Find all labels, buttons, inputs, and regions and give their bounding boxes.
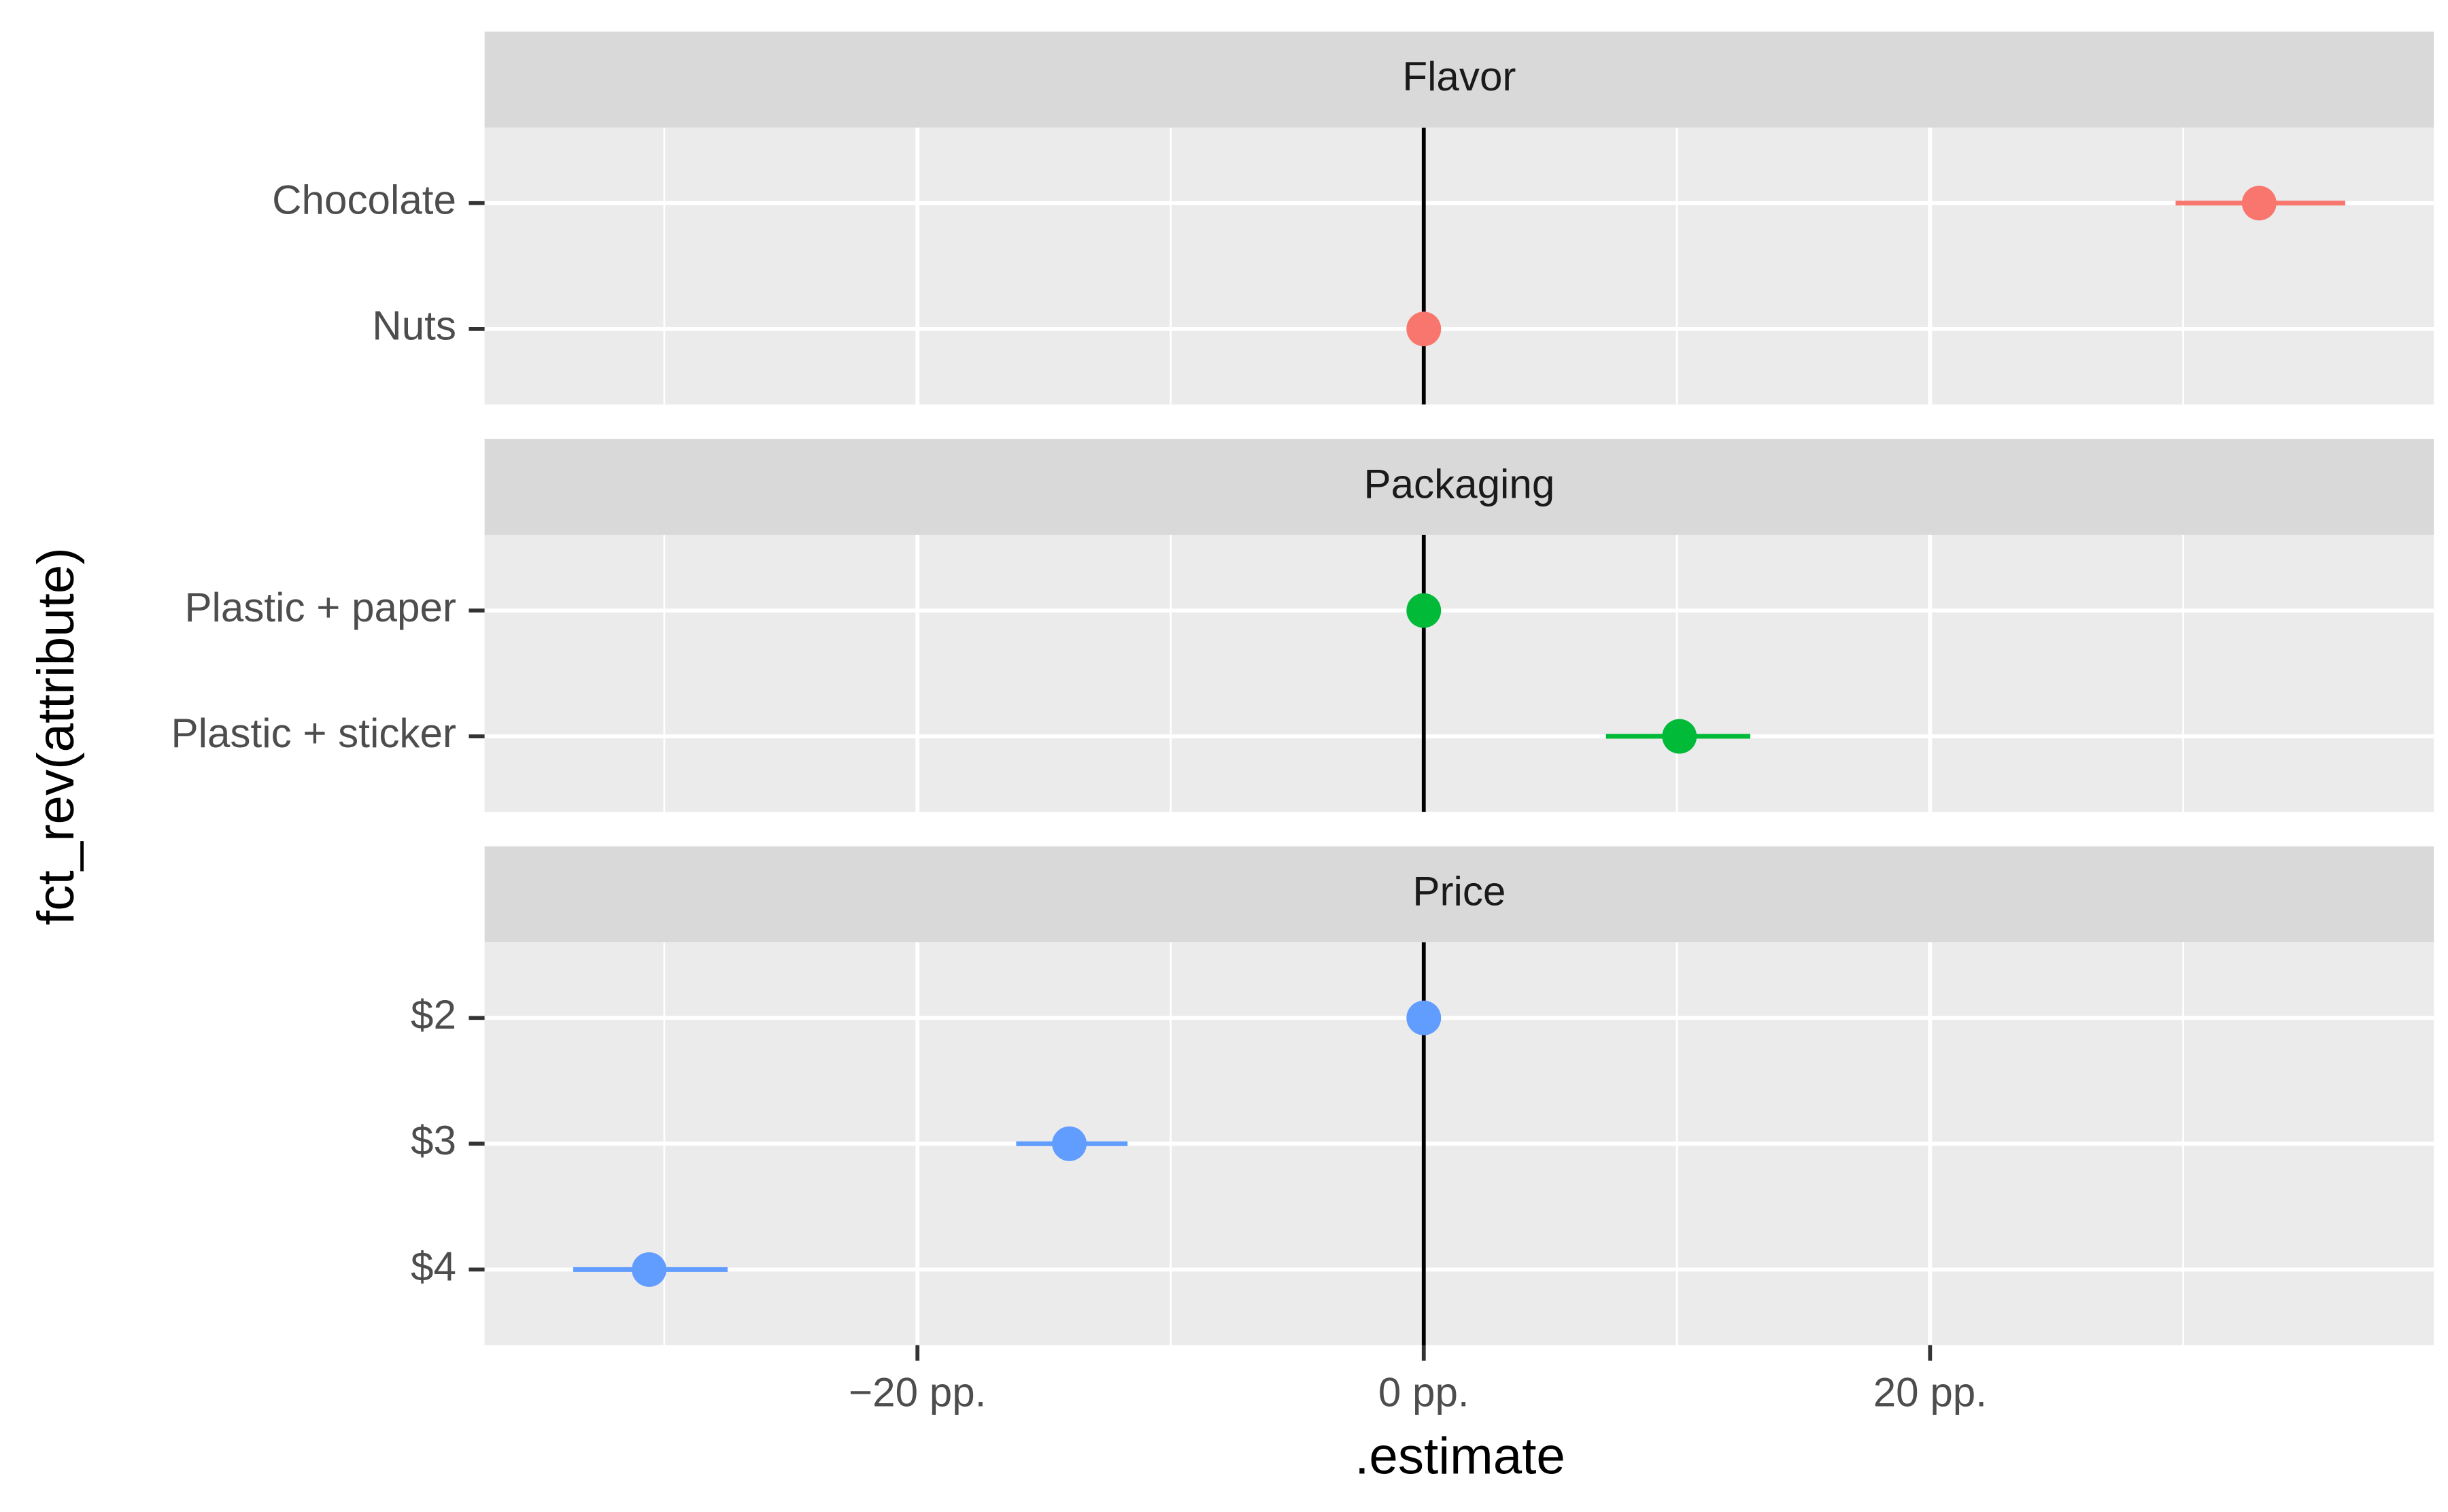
point [1406,593,1442,628]
y-tick-label: Plastic + sticker [171,710,456,756]
y-tick-label: Chocolate [272,177,456,223]
y-tick-label: Plastic + paper [184,585,456,630]
strip [484,846,2434,943]
x-tick-label: 20 pp. [1873,1369,1987,1415]
strip [484,31,2434,128]
point [2241,186,2277,221]
y-tick-label: Nuts [372,303,456,349]
strip [484,439,2434,535]
y-tick-label: $3 [411,1118,456,1163]
y-tick-label: $2 [411,992,456,1037]
y-axis-title: fct_rev(attribute) [27,547,85,925]
x-tick-label: −20 pp. [849,1369,986,1415]
panel [484,534,2434,812]
point [1406,311,1442,347]
strip-label: Price [1412,868,1506,914]
x-tick-label: 0 pp. [1378,1369,1469,1415]
point [632,1252,667,1287]
strip-label: Packaging [1363,461,1554,506]
x-axis-title: .estimate [1355,1428,1565,1485]
strip-label: Flavor [1402,54,1516,99]
point [1052,1126,1087,1161]
panel [484,127,2434,405]
point [1406,1000,1442,1035]
y-tick-label: $4 [411,1243,456,1289]
point [1662,719,1697,754]
